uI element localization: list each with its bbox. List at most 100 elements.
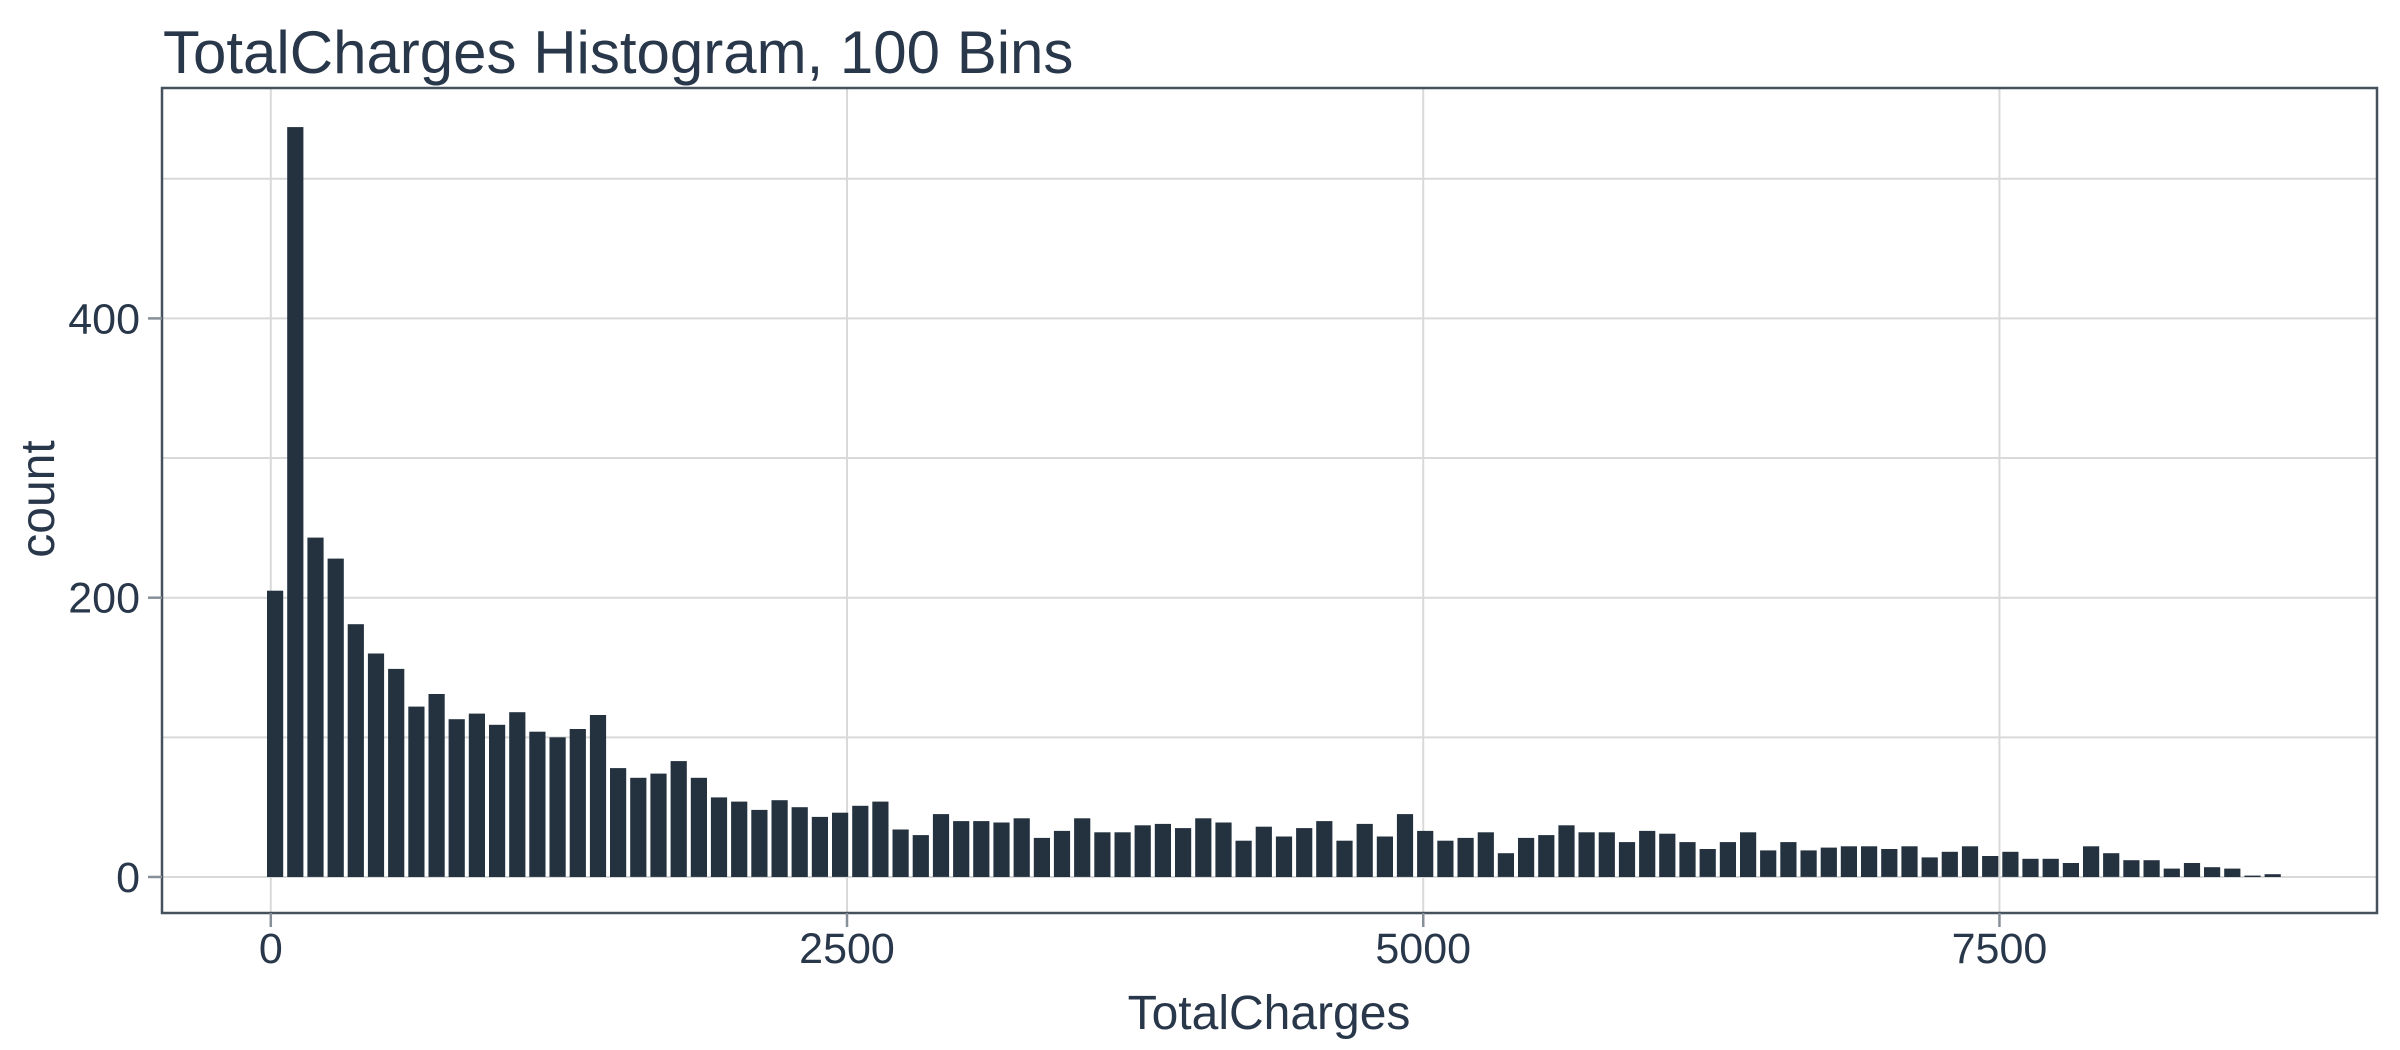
histogram-bar xyxy=(1255,826,1272,877)
x-tick-label: 2500 xyxy=(799,925,895,973)
histogram-bar xyxy=(1094,832,1111,877)
histogram-bar xyxy=(650,773,667,877)
histogram-bar xyxy=(811,816,828,877)
histogram-bar xyxy=(509,712,526,877)
x-tick-label: 5000 xyxy=(1375,925,1471,973)
histogram-bar xyxy=(1921,857,1938,877)
histogram-bar xyxy=(2062,863,2079,877)
histogram-bar xyxy=(1679,842,1696,877)
y-tick-label: 0 xyxy=(116,854,140,902)
histogram-bar xyxy=(892,829,909,877)
histogram-bar xyxy=(630,777,647,877)
histogram-bar xyxy=(690,777,707,877)
x-tick-label: 0 xyxy=(259,925,283,973)
histogram-bar xyxy=(1618,842,1636,877)
histogram-bar xyxy=(1639,830,1656,877)
histogram-bar xyxy=(2083,846,2100,877)
histogram-bar xyxy=(2183,863,2201,877)
histogram-bar xyxy=(388,668,405,877)
histogram-bar xyxy=(1518,837,1535,877)
y-tick-label: 400 xyxy=(68,295,140,343)
histogram-bar xyxy=(1275,836,1293,877)
histogram-bar xyxy=(287,127,304,878)
histogram-bar xyxy=(1336,840,1353,877)
histogram-bar xyxy=(1457,837,1474,877)
y-axis-title: count xyxy=(12,440,65,558)
histogram-bar xyxy=(1800,850,1817,877)
histogram-bar xyxy=(1699,849,1716,877)
histogram-bar xyxy=(1356,823,1373,877)
histogram-bar xyxy=(1760,850,1777,877)
histogram-bar xyxy=(2224,868,2241,877)
histogram-bar xyxy=(2123,860,2140,877)
histogram-bar xyxy=(1417,830,1434,877)
histogram-bar xyxy=(589,715,607,877)
histogram-bar xyxy=(710,797,728,877)
histogram-bar xyxy=(1840,846,1857,877)
histogram-bar xyxy=(1558,825,1575,877)
histogram-bar xyxy=(1780,842,1797,877)
histogram-bar xyxy=(428,694,445,877)
histogram-bar xyxy=(2022,858,2039,877)
histogram-bar xyxy=(1659,833,1676,877)
histogram-bar xyxy=(1296,828,1313,877)
histogram-bar xyxy=(1396,814,1414,877)
panel-border xyxy=(160,86,2379,915)
histogram-bar xyxy=(832,812,849,877)
histogram-bar xyxy=(610,768,627,877)
histogram-bar xyxy=(2143,860,2160,877)
histogram-bar xyxy=(1719,842,1736,877)
histogram-bar xyxy=(1154,823,1171,877)
histogram-bar xyxy=(1861,846,1878,877)
histogram-bar xyxy=(993,822,1010,877)
histogram-bar xyxy=(307,537,324,877)
histogram-bar xyxy=(932,814,950,877)
histogram-bar xyxy=(2163,868,2180,877)
histogram-bar xyxy=(1195,818,1212,877)
x-axis-title: TotalCharges xyxy=(1127,987,1411,1040)
histogram-bar xyxy=(1477,832,1494,877)
histogram-bar xyxy=(1376,836,1393,877)
histogram-bar xyxy=(549,737,566,877)
histogram-bar xyxy=(1013,818,1030,877)
histogram-bar xyxy=(1578,832,1595,877)
histogram-bar xyxy=(408,706,425,877)
histogram-bar xyxy=(468,713,485,877)
histogram-bar xyxy=(1901,846,1918,877)
histogram-bar xyxy=(771,800,788,877)
histogram-bar xyxy=(1961,846,1979,877)
histogram-bar xyxy=(2042,858,2059,877)
histogram-bar xyxy=(1134,825,1151,877)
histogram-bar xyxy=(1598,832,1615,877)
histogram-bar xyxy=(791,807,808,877)
histogram-bar xyxy=(1215,822,1232,877)
histogram-bar xyxy=(2002,851,2019,877)
histogram-bar xyxy=(912,835,929,877)
histogram-bar xyxy=(367,653,385,877)
histogram-bar xyxy=(1074,818,1091,877)
histogram-bar xyxy=(1053,830,1071,877)
histogram-bar xyxy=(1538,835,1555,877)
histogram-bar xyxy=(267,590,284,877)
histogram-bar xyxy=(2103,853,2120,877)
histogram-bar xyxy=(2204,867,2221,877)
histogram-bar xyxy=(670,761,687,877)
histogram-bar xyxy=(1235,840,1252,877)
histogram-bar xyxy=(2264,874,2281,877)
histogram-bar xyxy=(953,821,970,877)
histogram-bar xyxy=(1437,840,1454,877)
x-tick-label: 7500 xyxy=(1952,925,2048,973)
histogram-bar xyxy=(1316,821,1333,877)
histogram-bar xyxy=(1033,837,1050,877)
chart-title: TotalCharges Histogram, 100 Bins xyxy=(163,19,1074,86)
histogram-bar xyxy=(1497,853,1514,877)
histogram-bar xyxy=(751,809,768,877)
histogram-bar xyxy=(872,801,889,877)
histogram-bar xyxy=(448,719,465,877)
histogram-bar xyxy=(1740,832,1757,877)
histogram-bar xyxy=(489,724,506,877)
histogram-bar xyxy=(529,731,546,877)
histogram-bar xyxy=(569,729,586,877)
